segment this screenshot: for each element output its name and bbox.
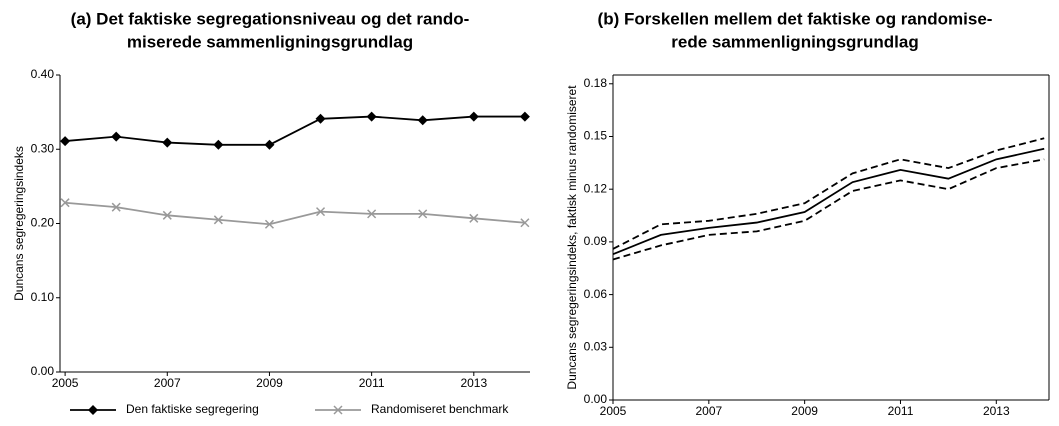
x-tick-label: 2009 [791,404,818,418]
y-tick-label: 0.20 [31,216,55,230]
x-tick-label: 2007 [154,376,181,390]
series-line [65,201,525,226]
y-tick-label: 0.30 [31,141,55,155]
y-tick-label: 0.15 [584,129,608,143]
series-line [65,115,525,146]
marker [264,219,274,229]
x-tick-label: 2013 [460,376,487,390]
marker [60,136,71,147]
x-tick-label: 2007 [695,404,722,418]
y-axis-label: Duncans segregeringsindeks [12,146,26,301]
chart-title: miserede sammenligningsgrundlag [127,32,413,51]
marker [88,405,98,415]
marker [111,202,121,212]
y-tick-label: 0.40 [31,67,55,81]
x-tick-label: 2009 [256,376,283,390]
series-line [612,147,1045,256]
marker [469,213,479,223]
x-tick-label: 2005 [600,404,627,418]
marker [519,111,530,122]
y-tick-label: 0.18 [584,76,608,90]
chart-title: (a) Det faktiske segregationsniveau og d… [71,9,470,28]
y-tick-label: 0.12 [584,181,608,195]
marker [213,215,223,225]
x-tick-label: 2011 [359,376,385,390]
marker [213,139,224,150]
x-tick-label: 2005 [52,376,79,390]
y-tick-label: 0.06 [584,287,608,301]
legend-label: Randomiseret benchmark [371,402,509,416]
marker [520,218,530,228]
y-tick-label: 0.09 [584,234,608,248]
marker [162,210,172,220]
marker [162,137,173,148]
legend-label: Den faktiske segregering [126,402,259,416]
series-line [612,137,1045,250]
y-tick-label: 0.00 [31,364,55,378]
y-axis-label: Duncans segregeringsindeks, faktisk minu… [565,85,579,390]
marker [333,405,343,415]
marker [418,209,428,219]
marker [468,111,479,122]
y-tick-label: 0.10 [31,290,55,304]
marker [367,209,377,219]
y-tick-label: 0.03 [584,339,608,353]
marker [111,131,122,142]
marker [60,198,70,208]
x-tick-label: 2013 [983,404,1010,418]
marker [315,113,326,124]
marker [316,207,326,217]
marker [264,139,275,150]
chart-title: (b) Forskellen mellem det faktiske og ra… [598,9,993,28]
series-line [612,158,1045,261]
marker [366,111,377,122]
chart-title: rede sammenligningsgrundlag [671,32,919,51]
y-tick-label: 0.00 [584,392,608,406]
marker [417,115,428,126]
x-tick-label: 2011 [888,404,914,418]
